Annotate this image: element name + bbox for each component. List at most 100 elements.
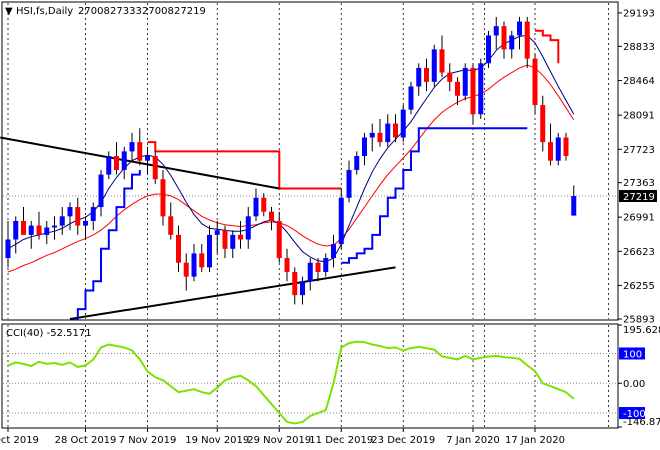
candle-body [59, 216, 65, 226]
grid-layer [3, 3, 617, 427]
cci-tick-label: -100 [623, 409, 646, 420]
candle-body [269, 211, 274, 221]
x-tick-label: 23 Dec 2019 [371, 435, 435, 446]
y-tick-label: 26991 [623, 213, 655, 224]
candle-body [315, 262, 321, 272]
candle-body [408, 86, 414, 110]
cci-label: CCI(40) -52.5171 [6, 328, 92, 339]
candle-body [28, 225, 34, 235]
candle-body [253, 197, 259, 217]
support-stop-line [341, 127, 528, 264]
candle-body [160, 179, 166, 217]
candle-body [369, 132, 375, 138]
candle-body [540, 105, 546, 143]
cci-level-tag [619, 347, 645, 360]
candle-body [486, 35, 491, 64]
candle-body [106, 156, 112, 175]
candle-body [555, 137, 561, 161]
candle-body [331, 244, 336, 259]
support-stop-line [70, 170, 141, 320]
candle-body [300, 281, 305, 296]
candle-body [75, 207, 81, 226]
candle-body [245, 216, 251, 240]
cci-layer [3, 340, 617, 425]
candle-body [199, 253, 205, 268]
chart-open: 27008 [78, 6, 110, 17]
candle-body [292, 271, 298, 296]
candle-body [129, 142, 135, 152]
candle-body [338, 197, 344, 245]
candle-body [21, 220, 26, 235]
candle-layer [5, 16, 577, 305]
candle-body [114, 156, 119, 170]
x-tick-label: 17 Jan 2020 [505, 435, 565, 446]
candle-body [52, 225, 57, 228]
resistance-stop-line [535, 29, 560, 64]
current-price-tag [619, 190, 657, 203]
candle-body [385, 123, 391, 143]
candle-body [501, 26, 507, 50]
candle-body [462, 67, 468, 96]
candle-body [44, 227, 50, 235]
chart-close: 27219 [174, 6, 206, 17]
candle-body [424, 67, 429, 82]
candle-body [276, 220, 282, 259]
x-tick-label: 29 Nov 2019 [247, 435, 311, 446]
candle-body [145, 156, 150, 161]
candle-body [524, 21, 530, 59]
y-tick-label: 28091 [623, 111, 655, 122]
candle-body [532, 58, 538, 106]
candle-body [447, 72, 453, 82]
candle-body [478, 63, 484, 115]
cci-line [7, 340, 575, 425]
candle-body [517, 21, 522, 36]
x-tick-label: 28 Oct 2019 [55, 435, 117, 446]
candle-body [230, 234, 236, 249]
candle-body [307, 262, 313, 282]
candle-body [238, 234, 243, 240]
x-tick-label: 7 Nov 2019 [119, 435, 177, 446]
cci-tick-label: 100 [623, 349, 642, 360]
candle-body [207, 234, 212, 268]
y-tick-label: 25893 [623, 315, 655, 326]
candle-body [416, 67, 422, 87]
cci-panel [1, 323, 619, 429]
candle-body [36, 225, 42, 235]
candle-body [470, 67, 476, 115]
chart-high: 27333 [110, 6, 142, 17]
y-tick-label: 27723 [623, 145, 655, 156]
cci-level-tag [619, 407, 645, 420]
candle-body [67, 207, 73, 217]
candle-body [563, 137, 569, 157]
candle-body [431, 49, 437, 82]
resistance-stop-line [147, 141, 342, 190]
candle-body [168, 216, 174, 235]
candle-body [323, 258, 329, 272]
candle-body [98, 174, 104, 208]
cci-tick-label: 195.6284 [623, 325, 660, 336]
candle-body [261, 197, 267, 212]
x-tick-label: 19 Nov 2019 [185, 435, 249, 446]
y-tick-label: 26623 [623, 247, 655, 258]
x-tick-label: 7 Jan 2020 [446, 435, 500, 446]
cci-tick-label: -146.876 [623, 417, 660, 428]
candle-body [183, 262, 189, 277]
candle-body [571, 196, 577, 216]
candle-body [222, 230, 228, 249]
y-tick-label: 29193 [623, 8, 655, 19]
candle-body [548, 142, 553, 161]
candle-body [83, 220, 88, 226]
candle-body [152, 156, 158, 180]
candle-body [346, 169, 352, 198]
candle-body [191, 253, 197, 277]
chart-header-arrow-icon: ▼ [5, 6, 13, 17]
candle-body [176, 234, 181, 263]
trendline [69, 266, 396, 320]
candle-body [393, 123, 398, 138]
current-price-label: 27219 [623, 192, 655, 203]
y-tick-label: 26255 [623, 281, 655, 292]
candle-body [400, 109, 406, 138]
